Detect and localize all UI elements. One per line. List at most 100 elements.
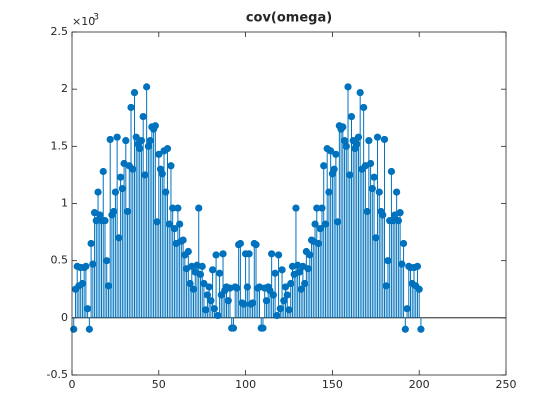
stem-marker — [165, 220, 173, 228]
stem-marker — [200, 279, 208, 288]
stem-marker — [372, 234, 380, 242]
stem-marker — [162, 188, 170, 196]
stem-marker — [373, 133, 382, 141]
y-tick-label: 0.5 — [51, 254, 69, 267]
y-tick-label: -0.5 — [47, 368, 68, 381]
stem-marker — [360, 103, 368, 112]
stem-marker — [195, 204, 203, 212]
stem-marker — [417, 325, 425, 333]
stem-marker — [146, 137, 154, 145]
stem-marker — [141, 171, 149, 179]
stem-marker — [274, 251, 283, 259]
stem-marker — [92, 217, 100, 225]
stem-marker — [186, 279, 194, 288]
stem-marker — [122, 137, 130, 145]
stem-marker — [209, 266, 217, 274]
stem-marker — [380, 135, 389, 144]
stem-marker — [219, 250, 227, 258]
exponent: -3 — [90, 13, 99, 23]
stem-marker — [78, 279, 87, 288]
stem-marker — [292, 204, 300, 212]
stem-marker — [363, 207, 371, 216]
stem-marker — [403, 305, 411, 313]
stem-marker — [103, 257, 111, 265]
stem-marker — [330, 165, 338, 173]
stem-marker — [321, 220, 330, 228]
stem-marker — [158, 170, 166, 178]
stem-marker — [210, 305, 218, 313]
stem-marker — [240, 300, 248, 308]
stem-marker — [176, 220, 184, 228]
stem-marker — [198, 262, 206, 270]
stem-marker — [346, 171, 354, 179]
stem-marker — [280, 297, 288, 305]
stem-marker — [169, 204, 177, 212]
stem-marker — [304, 265, 312, 273]
stem-marker — [106, 135, 114, 144]
stem-marker — [179, 236, 187, 244]
stem-marker — [344, 83, 352, 91]
stem-marker — [151, 122, 159, 130]
stem-marker — [268, 250, 276, 258]
stem-marker — [163, 145, 172, 153]
stem-marker — [167, 162, 175, 170]
stem-marker — [70, 325, 78, 333]
stem-marker — [94, 188, 102, 196]
stem-marker — [248, 299, 257, 307]
stem-marker — [139, 113, 147, 121]
stem-marker — [283, 291, 291, 299]
stem-marker — [233, 284, 241, 292]
stem-marker — [113, 133, 121, 141]
stem-marker — [155, 150, 163, 158]
stem-marker — [118, 185, 126, 193]
stem-marker — [143, 83, 151, 91]
stem-marker — [174, 204, 182, 212]
stem-marker — [269, 291, 277, 299]
stem-marker — [170, 225, 179, 233]
stem-marker — [339, 123, 347, 131]
stem-marker — [297, 285, 305, 293]
x-tick-label: 250 — [496, 378, 517, 391]
y-tick-label: 1 — [61, 197, 68, 210]
stem-marker — [245, 250, 253, 258]
y-tick-label: 2 — [61, 82, 68, 95]
stem-marker — [130, 88, 139, 97]
stem-marker — [347, 113, 356, 121]
stem-marker — [196, 270, 205, 278]
stem-marker — [332, 150, 340, 158]
stem-marker — [399, 239, 408, 248]
x-tick-label: 50 — [152, 378, 166, 391]
stem-marker — [137, 137, 146, 145]
stem-marker — [285, 306, 293, 314]
stem-marker — [123, 207, 132, 216]
chart-title: cov(omega) — [246, 11, 332, 26]
stem-marker — [387, 167, 396, 176]
y-tick-label: 0 — [61, 311, 68, 324]
stem-marker — [368, 185, 376, 193]
stem-marker — [281, 283, 290, 291]
stem-marker — [189, 285, 198, 293]
stem-marker — [110, 207, 118, 216]
x-tick-label: 0 — [69, 378, 76, 391]
stem-marker — [262, 297, 271, 305]
stem-marker — [396, 209, 404, 217]
x-tick-label: 150 — [322, 378, 343, 391]
stem-marker — [354, 133, 363, 141]
stem-marker — [393, 188, 401, 196]
stem-marker — [306, 251, 314, 259]
stem-marker — [203, 291, 212, 299]
stem-marker — [314, 239, 323, 248]
stem-marker — [243, 283, 251, 291]
stem-marker — [384, 257, 392, 265]
stem-marker — [85, 325, 93, 333]
stem-marker — [117, 173, 125, 181]
stem-marker — [327, 147, 335, 155]
stem-marker — [144, 142, 152, 150]
stem-marker — [401, 325, 409, 333]
y-tick-label: 2.5 — [51, 25, 69, 38]
stem-marker — [212, 251, 220, 259]
stem-marker — [82, 262, 90, 270]
stem-marker — [101, 217, 109, 225]
